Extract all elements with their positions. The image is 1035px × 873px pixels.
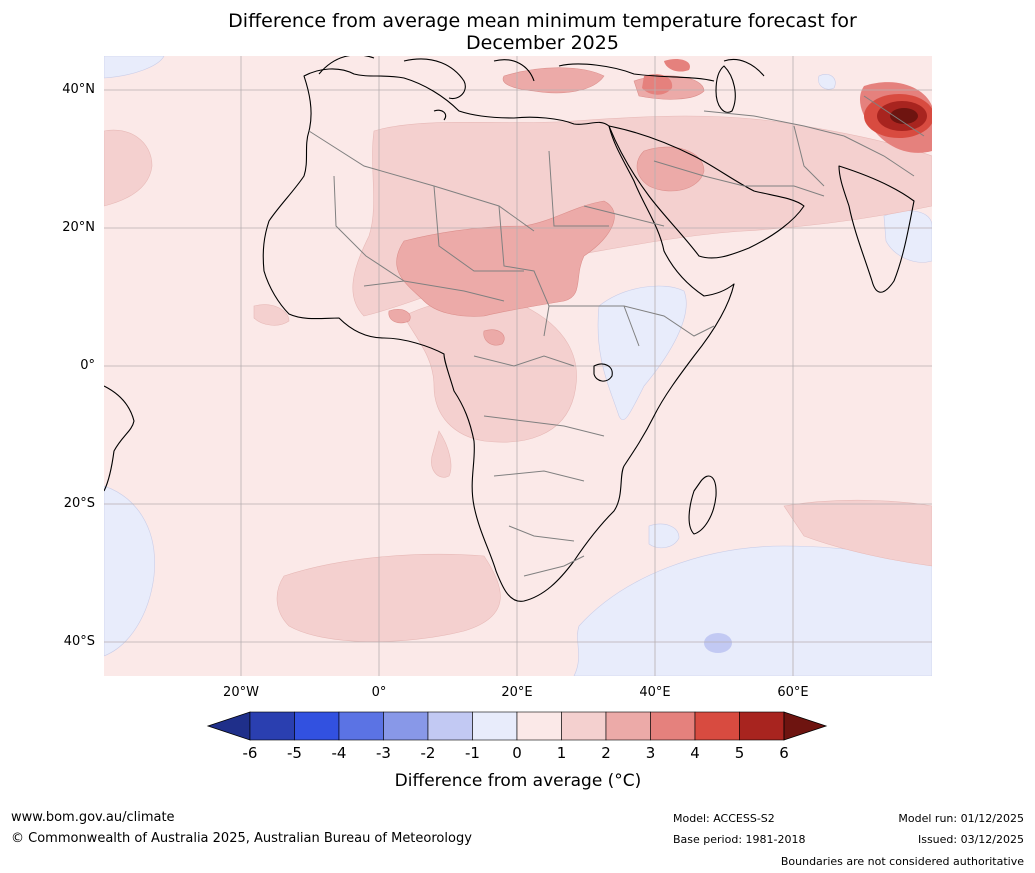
colorbar-tick-label: -1: [465, 744, 480, 762]
colorbar-tick-label: 2: [601, 744, 611, 762]
colorbar-tick-label: 1: [557, 744, 567, 762]
colorbar-segment: [427, 711, 473, 741]
cool-spot-southern-ocean: [704, 633, 732, 653]
colorbar-tick-label: 6: [779, 744, 789, 762]
colorbar-segment: [338, 711, 384, 741]
lon-label-60e: 60°E: [777, 685, 809, 700]
colorbar-tick-label: -4: [332, 744, 347, 762]
chart-title: Difference from average mean minimum tem…: [0, 10, 1035, 54]
lat-label-20s: 20°S: [63, 496, 95, 511]
colorbar-tick-label: 5: [735, 744, 745, 762]
forecast-map: [104, 56, 932, 676]
coastlines: [104, 56, 915, 602]
lat-label-40s: 40°S: [63, 634, 95, 649]
graticule: [104, 56, 932, 676]
footer-website: www.bom.gov.au/climate: [11, 810, 175, 825]
colorbar-segment: [249, 711, 295, 741]
title-line-2: December 2025: [466, 32, 619, 54]
lon-label-0: 0°: [371, 685, 387, 700]
colorbar-extend-low: [206, 711, 251, 741]
colorbar-extend-high: [783, 711, 828, 741]
map-canvas: [104, 56, 932, 676]
lat-label-0: 0°: [80, 358, 95, 373]
colorbar-segment: [383, 711, 429, 741]
country-borders: [308, 95, 925, 577]
colorbar-segment: [694, 711, 740, 741]
lon-label-20e: 20°E: [501, 685, 533, 700]
lat-label-40n: 40°N: [62, 82, 95, 97]
footer-issued: Issued: 03/12/2025: [917, 833, 1024, 846]
colorbar-tick-label: 3: [646, 744, 656, 762]
colorbar-tick-label: -3: [376, 744, 391, 762]
colorbar-segment: [605, 711, 651, 741]
footer-model-run: Model run: 01/12/2025: [898, 812, 1024, 825]
lon-label-20w: 20°W: [223, 685, 259, 700]
colorbar-segment: [472, 711, 518, 741]
colorbar: -6 -5 -4 -3 -2 -1 0 1 2 3 4 5 6: [206, 711, 828, 762]
colorbar-tick-label: 4: [690, 744, 700, 762]
colorbar-tick-label: -2: [421, 744, 436, 762]
footer-copyright: © Commonwealth of Australia 2025, Austra…: [11, 831, 472, 846]
colorbar-segment: [561, 711, 607, 741]
cool-anomaly-regions: [104, 56, 932, 676]
title-line-1: Difference from average mean minimum tem…: [228, 10, 857, 32]
footer-model: Model: ACCESS-S2: [673, 812, 775, 825]
colorbar-label: Difference from average (°C): [394, 771, 642, 791]
colorbar-tick-label: -6: [243, 744, 258, 762]
colorbar-segment: [516, 711, 562, 741]
colorbar-tick-label: -5: [287, 744, 302, 762]
footer-base-period: Base period: 1981-2018: [673, 833, 806, 846]
colorbar-segment: [650, 711, 696, 741]
colorbar-tick-label: 0: [512, 744, 522, 762]
lon-label-40e: 40°E: [639, 685, 671, 700]
hot-spot-central-asia: [864, 94, 932, 138]
lat-label-20n: 20°N: [62, 220, 95, 235]
footer-disclaimer: Boundaries are not considered authoritat…: [780, 855, 1024, 868]
colorbar-segment: [294, 711, 340, 741]
colorbar-segment: [739, 711, 785, 741]
